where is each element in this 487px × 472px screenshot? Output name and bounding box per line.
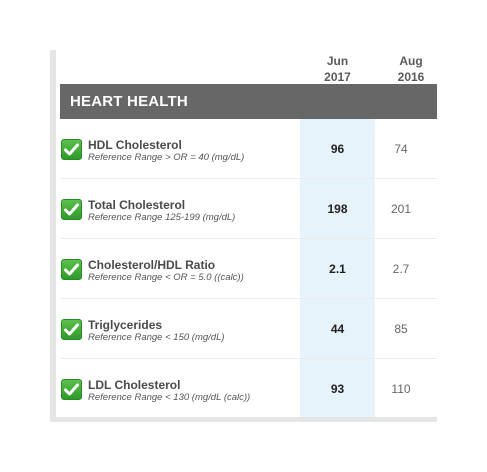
reference-range: Reference Range < 130 (mg/dL (calc)) — [88, 392, 251, 403]
prior-value: 74 — [394, 142, 408, 156]
latest-value: 2.1 — [329, 262, 346, 276]
test-name: Triglycerides — [88, 318, 163, 332]
column-header-latest: Jun 2017 — [300, 53, 375, 85]
latest-column-highlight — [300, 119, 375, 417]
table-row[interactable]: Cholesterol/HDL Ratio Reference Range < O… — [60, 239, 437, 299]
latest-value: 44 — [330, 322, 345, 336]
table-row[interactable]: Total Cholesterol Reference Range 125-199… — [60, 179, 437, 239]
row-divider — [60, 298, 437, 299]
checkmark-icon — [61, 199, 82, 220]
test-name: Total Cholesterol — [88, 198, 186, 212]
prior-value: 2.7 — [392, 262, 410, 276]
row-divider — [60, 178, 437, 179]
section-header-bar: HEART HEALTH — [60, 84, 437, 119]
row-divider — [60, 358, 437, 359]
table-row[interactable]: LDL Cholesterol Reference Range < 130 (mg… — [60, 359, 437, 419]
latest-value: 93 — [330, 382, 345, 396]
reference-range: Reference Range > OR = 40 (mg/dL) — [88, 152, 245, 163]
checkmark-icon — [61, 379, 82, 400]
checkmark-icon — [61, 139, 82, 160]
reference-range: Reference Range < 150 (mg/dL) — [88, 332, 225, 343]
test-name: LDL Cholesterol — [88, 378, 181, 392]
test-name: Cholesterol/HDL Ratio — [88, 258, 216, 272]
latest-value: 96 — [330, 142, 345, 156]
row-divider — [60, 238, 437, 239]
column-header-latest-month: Jun — [326, 54, 349, 68]
latest-value: 198 — [327, 202, 348, 216]
card-bottom-border — [50, 417, 437, 422]
reference-range: Reference Range < OR = 5.0 ((calc)) — [88, 272, 244, 283]
checkmark-icon — [61, 259, 82, 280]
prior-value: 110 — [391, 382, 411, 396]
column-header-prior: Aug 2016 — [375, 53, 447, 85]
column-header-latest-year: 2017 — [324, 70, 351, 84]
table-row[interactable]: HDL Cholesterol Reference Range > OR = 40… — [60, 119, 437, 179]
prior-value: 201 — [390, 202, 412, 216]
section-title: HEART HEALTH — [70, 93, 188, 110]
test-name: HDL Cholesterol — [88, 138, 182, 152]
table-row[interactable]: Triglycerides Reference Range < 150 (mg/d… — [60, 299, 437, 359]
column-header-prior-month: Aug — [399, 54, 423, 68]
card-left-border — [50, 50, 56, 422]
column-header-prior-year: 2016 — [397, 70, 425, 84]
checkmark-icon — [61, 319, 82, 340]
prior-value: 85 — [394, 322, 408, 336]
reference-range: Reference Range 125-199 (mg/dL) — [88, 212, 236, 223]
